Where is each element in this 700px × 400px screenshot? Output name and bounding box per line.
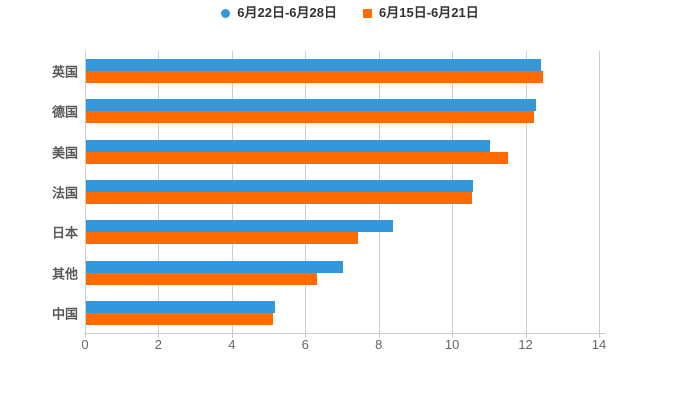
- bar-美国-series-1: [86, 151, 509, 164]
- gridline-x-12: [525, 51, 527, 333]
- bar-德国-series-0: [86, 99, 536, 112]
- x-axis-tick: [525, 333, 527, 338]
- bar-中国-series-1: [86, 312, 274, 325]
- x-axis-tick-labels: 0 2 4 6 8 10 12 14: [81, 337, 606, 355]
- y-tick-label-3: 法国: [51, 185, 78, 201]
- bar-日本-series-1: [86, 232, 358, 245]
- chart-legend: 6月22日-6月28日 6月15日-6月21日: [0, 5, 700, 21]
- x-axis-tick: [158, 333, 160, 338]
- bar-中国-series-0: [86, 300, 276, 313]
- x-axis-tick: [231, 333, 233, 338]
- legend-label: 6月15日-6月21日: [379, 5, 479, 20]
- legend-label: 6月22日-6月28日: [237, 5, 337, 20]
- x-tick-label: 4: [228, 337, 236, 352]
- bar-美国-series-0: [86, 139, 490, 152]
- bar-法国-series-0: [86, 180, 474, 192]
- x-tick-label: 12: [518, 337, 533, 352]
- y-tick-label-2: 美国: [51, 145, 78, 161]
- legend-item-0[interactable]: 6月22日-6月28日: [221, 5, 337, 21]
- bar-日本-series-0: [86, 220, 393, 233]
- legend-marker-circle-icon: [221, 8, 231, 18]
- x-tick-label: 2: [154, 337, 163, 352]
- x-tick-label: 10: [444, 337, 460, 352]
- x-tick-label: 8: [375, 337, 383, 352]
- legend-marker-square-icon: [363, 8, 372, 18]
- bar-其他-series-0: [86, 260, 343, 273]
- bar-法国-series-1: [86, 192, 472, 204]
- x-tick-label: 6: [301, 337, 309, 352]
- x-axis-line: [84, 333, 605, 334]
- x-axis-tick: [305, 333, 307, 338]
- y-axis-labels: 英国德国美国法国日本其他中国: [0, 51, 78, 333]
- y-tick-label-6: 中国: [51, 306, 78, 322]
- y-tick-label-1: 德国: [51, 104, 78, 120]
- plot-area: [84, 51, 605, 338]
- legend-item-1[interactable]: 6月15日-6月21日: [363, 5, 479, 21]
- bar-英国-series-1: [86, 71, 544, 84]
- x-axis-tick: [452, 333, 454, 338]
- y-tick-label-4: 日本: [51, 225, 78, 241]
- y-tick-label-5: 其他: [51, 266, 78, 282]
- y-tick-label-0: 英国: [51, 64, 78, 80]
- x-axis-tick: [85, 333, 86, 338]
- x-axis-tick: [599, 333, 600, 338]
- bar-其他-series-1: [86, 272, 318, 285]
- gridline-x-0: [85, 51, 86, 333]
- gridline-x-14: [599, 51, 600, 333]
- x-tick-label: 0: [81, 337, 89, 352]
- x-axis-tick: [378, 333, 380, 338]
- bar-英国-series-0: [86, 59, 542, 72]
- bar-德国-series-1: [86, 111, 534, 124]
- x-tick-label: 14: [591, 337, 607, 352]
